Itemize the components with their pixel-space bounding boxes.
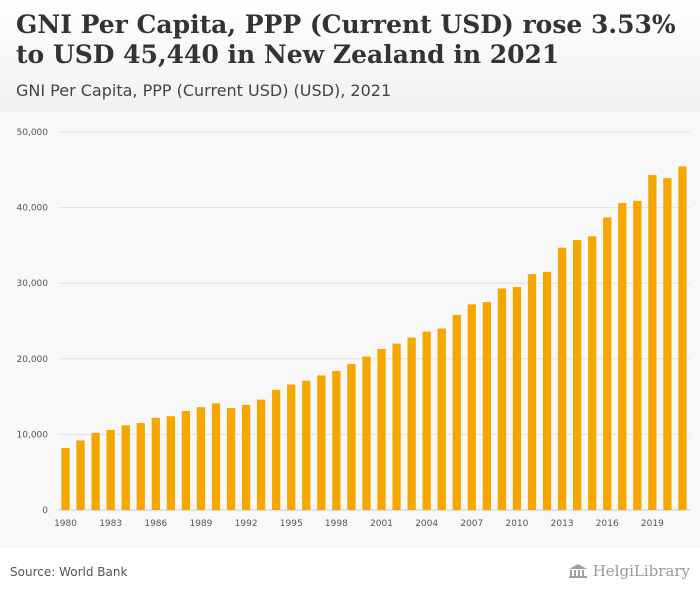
x-tick-label: 2013: [551, 519, 574, 529]
bar[interactable]: [527, 274, 537, 510]
bar[interactable]: [181, 410, 191, 510]
x-tick-label: 2004: [415, 519, 438, 529]
x-tick-label: 1998: [325, 519, 348, 529]
x-tick-label: 2001: [370, 519, 393, 529]
x-tick-label: 1983: [99, 519, 122, 529]
bar[interactable]: [61, 448, 70, 510]
bar[interactable]: [347, 364, 356, 510]
bar[interactable]: [542, 271, 552, 510]
bar-chart: 0 10,000 20,000 30,000 40,000 50,000 1980 1983 1…: [17, 128, 690, 529]
bar[interactable]: [151, 417, 160, 510]
library-building-icon: [568, 564, 587, 578]
bar[interactable]: [317, 375, 326, 510]
brand[interactable]: HelgiLibrary: [568, 562, 690, 580]
bar[interactable]: [467, 304, 476, 510]
bar[interactable]: [91, 432, 100, 510]
x-tick-label: 2007: [460, 519, 483, 529]
bar[interactable]: [136, 423, 145, 510]
bar[interactable]: [482, 302, 491, 510]
bar[interactable]: [302, 380, 311, 510]
bar[interactable]: [407, 337, 416, 510]
x-tick-label: 1989: [189, 519, 212, 529]
page-title: GNI Per Capita, PPP (Current USD) rose 3…: [16, 10, 676, 69]
bar[interactable]: [106, 429, 115, 510]
y-tick-label: 40,000: [17, 204, 49, 214]
bar[interactable]: [573, 240, 582, 510]
x-tick-label: 1992: [235, 519, 258, 529]
brand-name: HelgiLibrary: [592, 562, 690, 580]
bar[interactable]: [166, 416, 175, 510]
x-tick-label: 1986: [144, 519, 167, 529]
bar[interactable]: [663, 178, 672, 510]
x-tick-label: 1995: [280, 519, 303, 529]
bar[interactable]: [287, 384, 296, 510]
bar[interactable]: [512, 286, 522, 510]
bar[interactable]: [226, 407, 236, 510]
bar[interactable]: [196, 407, 206, 510]
bar[interactable]: [392, 343, 401, 510]
y-tick-label: 20,000: [17, 355, 49, 365]
y-tick-label: 10,000: [17, 430, 49, 440]
bar[interactable]: [332, 370, 341, 510]
bar[interactable]: [241, 404, 251, 510]
bar[interactable]: [257, 399, 266, 510]
bar[interactable]: [557, 247, 567, 510]
y-tick-label: 0: [42, 506, 48, 516]
bar[interactable]: [211, 403, 221, 510]
bar[interactable]: [76, 440, 85, 510]
bar[interactable]: [648, 175, 657, 511]
x-tick-label: 2010: [505, 519, 528, 529]
y-tick-label: 50,000: [17, 128, 49, 138]
y-tick-label: 30,000: [17, 279, 49, 289]
chart-subtitle: GNI Per Capita, PPP (Current USD) (USD),…: [16, 81, 392, 100]
bar[interactable]: [497, 288, 507, 510]
x-tick-label: 2016: [596, 519, 619, 529]
bar[interactable]: [377, 348, 386, 510]
bar[interactable]: [272, 389, 281, 510]
x-tick-label: 2019: [641, 519, 664, 529]
bar[interactable]: [362, 356, 371, 510]
source-label: Source: World Bank: [10, 565, 128, 579]
bar[interactable]: [452, 314, 461, 510]
bar[interactable]: [121, 425, 130, 510]
bar[interactable]: [618, 203, 627, 510]
header: GNI Per Capita, PPP (Current USD) rose 3…: [0, 0, 700, 112]
x-tick-label: 1980: [54, 519, 77, 529]
bar[interactable]: [633, 200, 642, 510]
bar[interactable]: [422, 331, 431, 510]
bar[interactable]: [588, 236, 597, 510]
bar[interactable]: [678, 166, 687, 510]
bar[interactable]: [437, 328, 446, 510]
bar[interactable]: [603, 217, 612, 510]
